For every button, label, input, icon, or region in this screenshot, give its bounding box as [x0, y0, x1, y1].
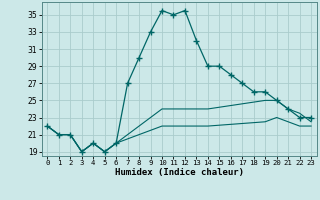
X-axis label: Humidex (Indice chaleur): Humidex (Indice chaleur) — [115, 168, 244, 177]
